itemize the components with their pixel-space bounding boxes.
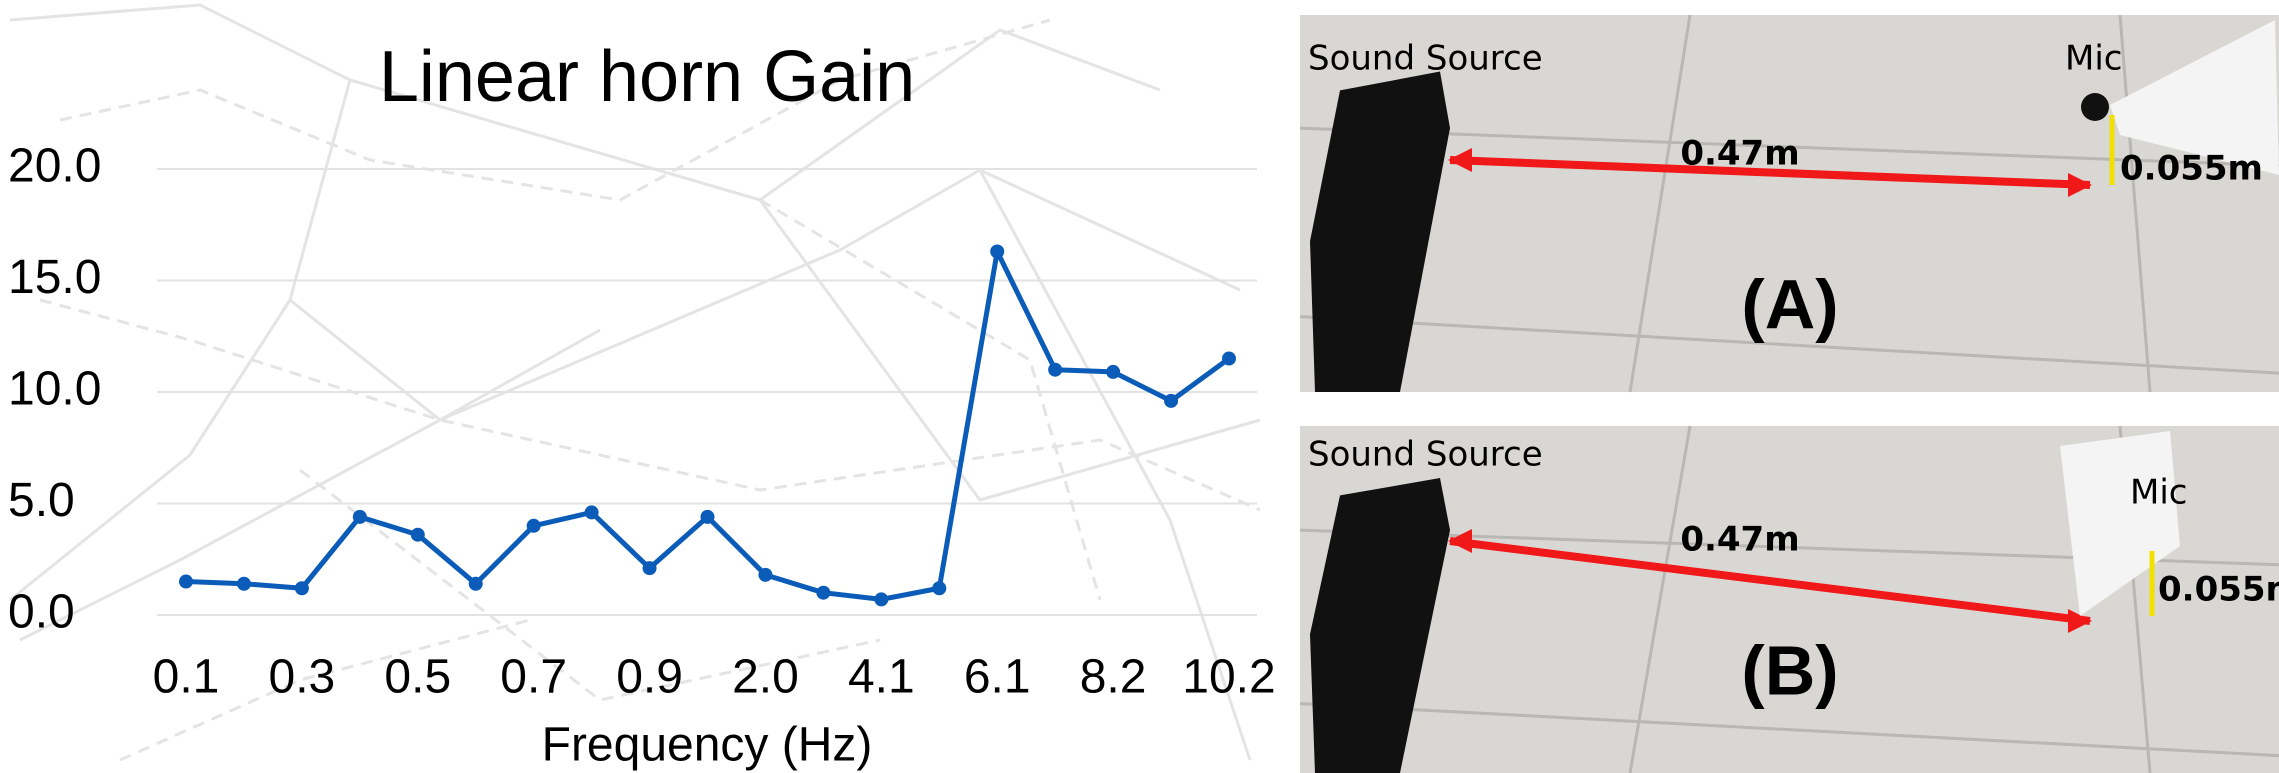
mic-label: Mic bbox=[2065, 39, 2122, 79]
data-point bbox=[527, 519, 541, 533]
data-point bbox=[1222, 352, 1236, 366]
data-point bbox=[411, 528, 425, 542]
height-label: 0.055m bbox=[2120, 149, 2263, 189]
x-tick-label: 0.7 bbox=[500, 651, 567, 704]
x-tick-label: 6.1 bbox=[964, 651, 1031, 704]
data-point bbox=[1106, 365, 1120, 379]
panel-label: (B) bbox=[1741, 631, 1838, 709]
x-tick-label: 0.1 bbox=[153, 651, 220, 704]
x-tick-label: 2.0 bbox=[732, 651, 799, 704]
y-tick-label: 20.0 bbox=[8, 140, 101, 193]
data-point bbox=[758, 568, 772, 582]
data-point bbox=[701, 510, 715, 524]
data-point bbox=[990, 245, 1004, 259]
data-point bbox=[353, 510, 367, 524]
y-tick-label: 5.0 bbox=[8, 474, 75, 527]
data-point bbox=[469, 577, 483, 591]
page: Linear horn Gain Frequency (Hz) 0.0 5.0 10… bbox=[0, 0, 2279, 773]
photo-panel: Sound Source Mic 0.47m 0.055m (B) bbox=[1300, 426, 2279, 773]
data-point bbox=[816, 586, 830, 600]
height-label: 0.055m bbox=[2158, 570, 2279, 610]
x-tick-label: 0.5 bbox=[384, 651, 451, 704]
x-tick-label: 10.2 bbox=[1182, 651, 1275, 704]
distance-label: 0.47m bbox=[1680, 520, 1799, 560]
mic-label: Mic bbox=[2130, 473, 2187, 513]
x-tick-label: 0.3 bbox=[269, 651, 336, 704]
x-tick-label: 8.2 bbox=[1080, 651, 1147, 704]
plot-area: 0.0 5.0 10.0 15.0 20.0 0.1 0.3 0.5 0.7 0.9 2.0 4.1 6… bbox=[8, 140, 1276, 704]
source-label: Sound Source bbox=[1308, 435, 1543, 475]
x-axis-title: Frequency (Hz) bbox=[542, 719, 873, 772]
data-point bbox=[585, 505, 599, 519]
data-point bbox=[643, 561, 657, 575]
panel-label: (A) bbox=[1741, 265, 1838, 343]
photo-panel: Sound Source Mic 0.47m 0.055m (A) bbox=[1300, 15, 2279, 392]
x-tick-label: 0.9 bbox=[616, 651, 683, 704]
data-point bbox=[874, 592, 888, 606]
chart-title: Linear horn Gain bbox=[379, 37, 915, 117]
background-network bbox=[10, 5, 1260, 760]
data-point bbox=[295, 581, 309, 595]
y-tick-label: 0.0 bbox=[8, 586, 75, 639]
data-line bbox=[186, 252, 1229, 600]
source-label: Sound Source bbox=[1308, 39, 1543, 79]
data-point bbox=[1048, 363, 1062, 377]
y-tick-label: 15.0 bbox=[8, 251, 101, 304]
x-tick-label: 4.1 bbox=[848, 651, 915, 704]
data-point bbox=[179, 575, 193, 589]
distance-label: 0.47m bbox=[1680, 134, 1799, 174]
data-point bbox=[1164, 394, 1178, 408]
data-point bbox=[932, 581, 946, 595]
mic bbox=[2081, 93, 2109, 121]
y-tick-label: 10.0 bbox=[8, 363, 101, 416]
data-point bbox=[237, 577, 251, 591]
